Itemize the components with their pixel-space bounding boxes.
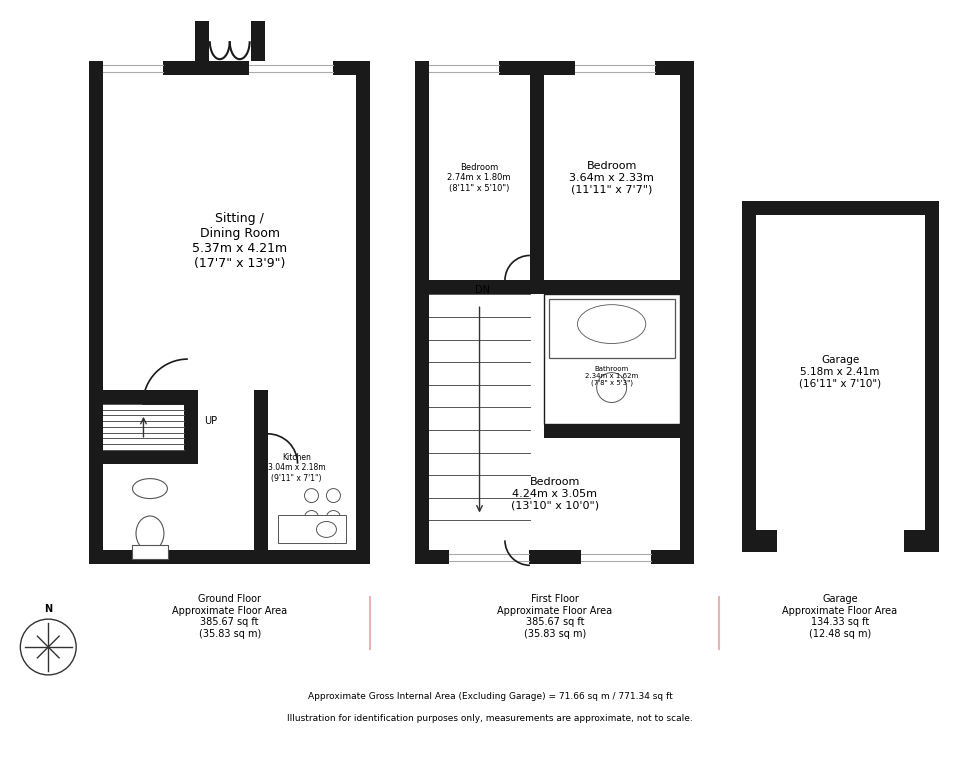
Text: UP: UP [204, 416, 217, 426]
Text: Sitting /
Dining Room
5.37m x 4.21m
(17'7" x 13'9"): Sitting / Dining Room 5.37m x 4.21m (17'… [192, 211, 287, 270]
Bar [429, 75, 680, 550]
Bar [416, 61, 695, 564]
Text: Garage
Approximate Floor Area
134.33 sq ft
(12.48 sq m): Garage Approximate Floor Area 134.33 sq … [782, 594, 898, 639]
Bar [742, 531, 777, 544]
Ellipse shape [597, 373, 626, 402]
Bar [530, 75, 544, 294]
Bar [209, 21, 251, 61]
Bar [103, 464, 198, 550]
Text: Bathroom
2.34m x 1.62m
(7'8" x 5'3"): Bathroom 2.34m x 1.62m (7'8" x 5'3") [585, 365, 638, 386]
Circle shape [305, 511, 318, 525]
Bar [277, 515, 346, 543]
Bar [429, 280, 680, 294]
Bar [777, 544, 904, 553]
Circle shape [305, 489, 318, 503]
Bar [544, 424, 680, 438]
Ellipse shape [132, 478, 168, 499]
Bar [103, 449, 198, 464]
Bar [254, 390, 268, 550]
Text: Illustration for identification purposes only, measurements are approximate, not: Illustration for identification purposes… [287, 714, 693, 723]
Text: Bedroom
3.64m x 2.33m
(11'11" x 7'7"): Bedroom 3.64m x 2.33m (11'11" x 7'7") [569, 161, 654, 194]
Bar [132, 546, 168, 559]
Bar [89, 61, 370, 564]
Bar [574, 61, 655, 75]
Bar [268, 404, 357, 550]
Ellipse shape [136, 516, 164, 551]
Text: N: N [44, 604, 52, 614]
Ellipse shape [577, 305, 646, 343]
Bar [429, 438, 530, 543]
Text: Bedroom
4.24m x 3.05m
(13'10" x 10'0"): Bedroom 4.24m x 3.05m (13'10" x 10'0") [511, 477, 599, 510]
Bar [429, 61, 499, 75]
Bar [429, 438, 680, 550]
Bar [184, 390, 198, 464]
Text: Bedroom
2.74m x 1.80m
(8'11" x 5'10"): Bedroom 2.74m x 1.80m (8'11" x 5'10") [447, 163, 511, 193]
Text: DN: DN [475, 285, 490, 296]
Text: Garage
5.18m x 2.41m
(16'11" x 7'10"): Garage 5.18m x 2.41m (16'11" x 7'10") [799, 356, 881, 389]
Bar [449, 550, 529, 564]
Circle shape [326, 511, 340, 525]
Bar [742, 201, 939, 544]
Bar [249, 61, 333, 75]
Bar [549, 299, 675, 358]
Ellipse shape [317, 522, 336, 537]
Circle shape [326, 489, 340, 503]
Bar [581, 550, 651, 564]
Bar [103, 75, 357, 550]
Text: First Floor
Approximate Floor Area
385.67 sq ft
(35.83 sq m): First Floor Approximate Floor Area 385.6… [497, 594, 612, 639]
Text: Kitchen
3.04m x 2.18m
(9'11" x 7'1"): Kitchen 3.04m x 2.18m (9'11" x 7'1") [268, 453, 325, 483]
Bar [757, 215, 925, 531]
Bar [742, 544, 939, 553]
Bar [904, 531, 939, 544]
Bar [544, 294, 680, 424]
Bar [103, 61, 163, 75]
Circle shape [21, 619, 76, 675]
Text: Approximate Gross Internal Area (Excluding Garage) = 71.66 sq m / 771.34 sq ft: Approximate Gross Internal Area (Excludi… [308, 692, 672, 701]
Text: Ground Floor
Approximate Floor Area
385.67 sq ft
(35.83 sq m): Ground Floor Approximate Floor Area 385.… [172, 594, 287, 639]
Bar [757, 531, 925, 544]
Bar [195, 21, 265, 75]
Bar [103, 390, 192, 404]
